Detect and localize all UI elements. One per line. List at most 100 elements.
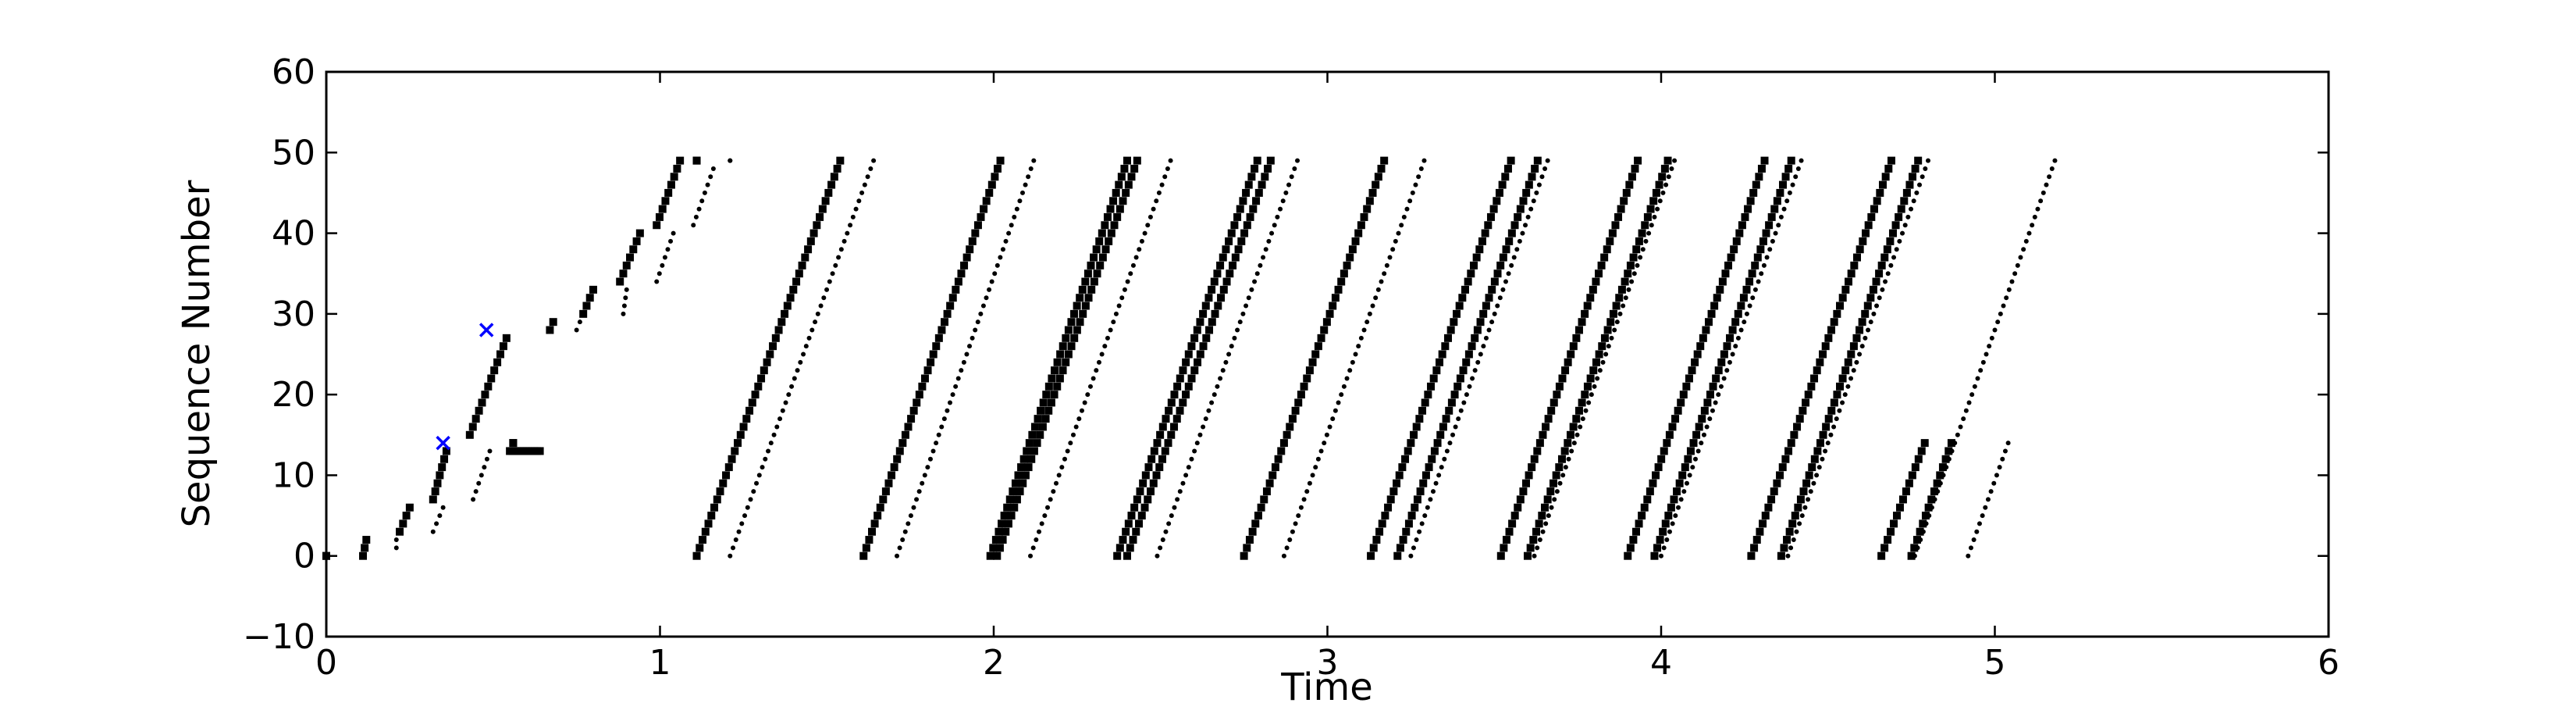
- sent-packet-point: [1745, 277, 1754, 286]
- sent-packet-point: [1908, 471, 1916, 480]
- sent-packet-point: [1927, 495, 1936, 504]
- ack-point: [1085, 392, 1091, 398]
- ack-point: [699, 198, 705, 204]
- sent-packet-point: [1572, 334, 1581, 342]
- sent-packet-point: [1569, 423, 1578, 431]
- sent-packet-point: [1176, 406, 1184, 415]
- sent-packet-point: [1914, 455, 1923, 463]
- ack-point: [1269, 230, 1275, 236]
- sent-packet-point: [1626, 261, 1635, 269]
- ack-point: [939, 424, 945, 430]
- sent-packet-point: [1499, 253, 1507, 262]
- sent-packet-point: [1609, 309, 1617, 318]
- ack-point: [1770, 238, 1775, 244]
- ack-point: [1974, 529, 1980, 534]
- sent-packet-point: [1677, 398, 1685, 407]
- sent-packet-point: [1787, 156, 1795, 165]
- ack-point: [1828, 432, 1834, 437]
- sent-packet-point: [1107, 229, 1115, 237]
- sent-packet-point: [1560, 447, 1569, 455]
- ack-point: [1747, 303, 1752, 309]
- sent-packet-point: [1787, 439, 1795, 448]
- sent-packet-point: [1393, 479, 1401, 487]
- sent-packet-point: [1283, 430, 1291, 439]
- ack-point: [1866, 327, 1871, 333]
- sent-packet-point: [1538, 512, 1546, 520]
- sent-packet-point: [1502, 245, 1510, 254]
- y-tick-label: −10: [243, 617, 315, 657]
- ack-point: [830, 271, 835, 277]
- sent-packet-point: [962, 253, 971, 262]
- sent-packet-point: [1558, 374, 1567, 383]
- sent-packet-point: [1003, 503, 1012, 512]
- ack-point: [1589, 392, 1594, 398]
- sent-packet-point: [1813, 366, 1821, 375]
- ack-point: [1416, 174, 1421, 180]
- ack-point: [1966, 553, 1971, 558]
- sent-packet-point: [1411, 503, 1419, 512]
- sent-packet-point: [923, 366, 932, 375]
- ack-point: [1145, 223, 1151, 228]
- sent-packet-point: [1791, 512, 1799, 520]
- sent-packet-point: [1920, 439, 1929, 448]
- sent-packet-point: [980, 205, 988, 213]
- sent-packet-point: [774, 326, 783, 334]
- sent-packet-point: [1442, 415, 1450, 423]
- sent-packet-point: [1586, 294, 1595, 302]
- ack-point: [1733, 344, 1738, 349]
- ack-point: [947, 400, 952, 405]
- ack-point: [1701, 432, 1706, 437]
- sent-packet-point: [757, 374, 766, 383]
- ack-point: [1034, 537, 1039, 543]
- sent-packet-point: [1728, 326, 1737, 334]
- sent-packet-point: [1606, 237, 1614, 245]
- sent-packet-point: [1914, 156, 1923, 165]
- sent-packet-point: [1539, 430, 1547, 439]
- loss-marker: [436, 435, 450, 451]
- sent-packet-point: [1277, 447, 1286, 455]
- ack-point: [1087, 384, 1093, 389]
- sent-packet-point: [431, 487, 439, 496]
- sent-packet-point: [1553, 391, 1561, 399]
- sent-packet-point: [1050, 391, 1059, 399]
- sent-packet-point: [1742, 285, 1751, 294]
- sent-packet-point: [1770, 487, 1778, 496]
- sent-packet-point: [1194, 358, 1202, 366]
- sent-packet-point: [1649, 479, 1657, 487]
- sent-packet-point: [1113, 212, 1122, 221]
- ack-point: [1724, 368, 1730, 373]
- sent-packet-point: [1023, 447, 1031, 455]
- sent-packet-point: [1441, 342, 1450, 351]
- sent-packet-point: [1314, 342, 1322, 351]
- sent-packet-point: [1799, 487, 1808, 496]
- sent-packet-point: [1767, 495, 1776, 504]
- sent-packet-point: [1732, 237, 1741, 245]
- ack-point: [2001, 303, 2006, 309]
- sent-packet-point: [1196, 350, 1204, 359]
- ack-point: [936, 432, 941, 437]
- sent-packet-point: [1777, 551, 1785, 560]
- sent-packet-point: [1346, 253, 1354, 262]
- sent-packet-point: [1144, 495, 1152, 504]
- ack-point: [1790, 182, 1795, 187]
- sent-packet-point: [1655, 180, 1663, 189]
- sent-packet-point: [1258, 180, 1266, 189]
- ack-point: [660, 262, 665, 268]
- sent-packet-point: [771, 334, 780, 342]
- sent-packet-point: [827, 180, 836, 189]
- sent-packet-point: [1764, 503, 1773, 512]
- sent-packet-point: [1884, 536, 1892, 544]
- ack-point: [927, 456, 933, 462]
- sent-packet-point: [1498, 180, 1507, 189]
- ack-point: [1580, 416, 1585, 422]
- sent-packet-point: [713, 495, 721, 504]
- ack-point: [973, 327, 978, 333]
- sent-packet-point: [1243, 221, 1251, 230]
- sent-packet-point: [1062, 334, 1070, 342]
- ack-point: [1169, 513, 1174, 519]
- sent-packet-point: [1025, 439, 1034, 448]
- sent-packet-point: [1404, 447, 1412, 455]
- sent-packet-point: [941, 318, 949, 327]
- axis-ticks: [325, 70, 2330, 638]
- ack-point: [1750, 295, 1756, 301]
